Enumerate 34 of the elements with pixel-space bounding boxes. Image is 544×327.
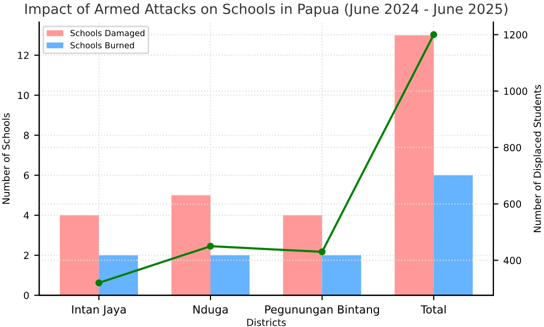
bar — [60, 215, 99, 296]
y2-tick-label: 800 — [504, 144, 522, 152]
bar — [210, 255, 250, 296]
y-tick-label: 2 — [24, 252, 28, 259]
y-tick-label: 12 — [18, 52, 28, 59]
point — [95, 279, 102, 286]
y-axis-title: Number of Schools — [2, 113, 10, 204]
x-tick-label: Pegunungan Bintang — [265, 305, 379, 316]
y2-axis-title: Number of Displaced Students — [533, 84, 543, 232]
y2-tick-label: 1200 — [504, 31, 528, 38]
bar — [98, 255, 138, 296]
y-tick-label: 6 — [24, 172, 29, 180]
point — [318, 248, 326, 256]
bar — [394, 35, 434, 296]
y2-tick-label: 400 — [504, 256, 522, 264]
chart-title: Impact of Armed Attacks on Schools in Papua (June 2024 - June 2025) — [25, 3, 508, 17]
legend-label: Schools Damaged — [70, 30, 144, 38]
point — [430, 31, 438, 38]
x-axis-title: Districts — [247, 318, 286, 326]
point — [207, 242, 214, 250]
bar — [171, 195, 210, 296]
x-tick-label: Nduga — [193, 305, 228, 316]
bar — [434, 175, 473, 296]
y-tick-label: 0 — [24, 292, 29, 300]
y2-tick-label: 600 — [504, 200, 522, 208]
y2-tick-label: 1000 — [504, 88, 528, 95]
legend-label: Schools Burned — [70, 42, 134, 48]
bar — [283, 215, 322, 296]
y-tick-label: 4 — [24, 212, 29, 219]
x-tick-label: Intan Jaya — [72, 305, 126, 316]
bar — [322, 255, 362, 296]
y-tick-label: 8 — [24, 132, 29, 140]
x-tick-label: Total — [420, 305, 446, 314]
y-tick-label: 10 — [18, 92, 29, 100]
